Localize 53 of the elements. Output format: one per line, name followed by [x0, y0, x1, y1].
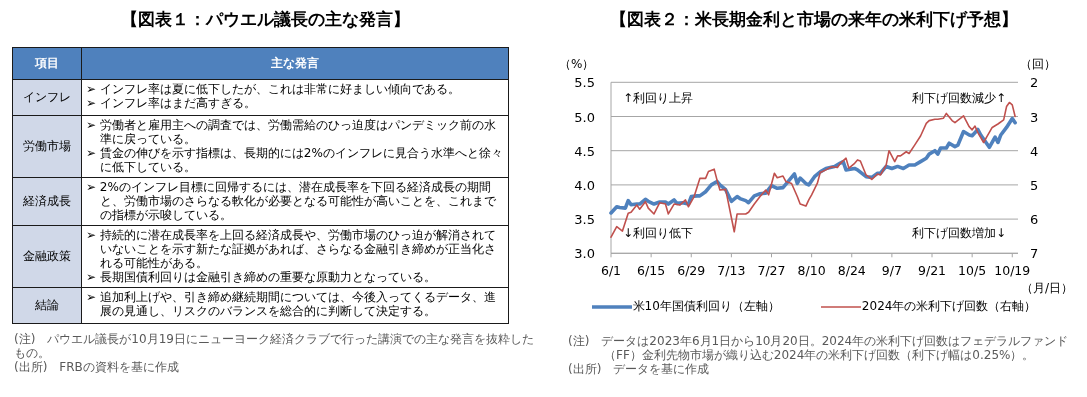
text: ➢ 追加利上げや、引き締め継続期間については、今後入ってくるデータ、進展の見通し、リスクのバランスを総合的に判断して決定する。: [86, 290, 497, 318]
legend-label: 2024年の米利下げ回数（右軸）: [861, 298, 1037, 315]
x-tick-label: 6/29: [677, 263, 706, 279]
text: 項目: [13, 48, 82, 79]
y-tick-label: 3.5: [574, 212, 595, 228]
annotation: 利下げ回数減少↑: [911, 90, 1006, 108]
text: 経済成長: [13, 178, 82, 225]
y2-tick-label: 2: [1030, 75, 1039, 91]
x-tick-label: 7/13: [717, 263, 746, 279]
text: (出所) FRBの資料を基に作成: [14, 360, 180, 374]
text: (注) データは2023年6月1日から10月20日。2024年の米利下げ回数はフェデラルファンド（FF）金利先物市場が織り込む2024年の米利下げ回数（利下げ幅は0.25%）。: [568, 334, 1070, 362]
y2-axis-title: （回）: [1020, 56, 1056, 73]
y-tick-label: 3.0: [574, 246, 595, 262]
text: インフレ: [13, 80, 82, 115]
x-tick-label: 9/21: [917, 263, 947, 279]
text: ➢ インフレ率はまだ高すぎる。: [86, 96, 257, 110]
y2-tick-label: 3: [1030, 109, 1039, 125]
y-tick-label: 4.0: [574, 177, 595, 193]
text: ➢ 労働者と雇用主への調査では、労働需給のひっ迫度はパンデミック前の水準に戻っている。: [86, 118, 497, 146]
text: 主な発言: [270, 55, 320, 72]
y-tick-label: 4.5: [574, 143, 595, 159]
x-tick-label: 10/19: [994, 263, 1031, 279]
x-tick-label: 9/7: [881, 263, 902, 279]
y-axis-title: （%）: [559, 56, 595, 73]
y2-tick-label: 5: [1030, 177, 1039, 193]
annotation: 利下げ回数増加↓: [911, 225, 1006, 243]
y-tick-label: 5.5: [574, 75, 595, 91]
x-tick-label: 8/24: [837, 263, 866, 279]
text: 金融政策: [13, 226, 82, 287]
text: ➢ 2%のインフレ目標に回帰するには、潜在成長率を下回る経済成長の期間と、労働市場のさらなる軟化が必要となる可能性が高いことを、これまでの指標が示唆している。: [86, 180, 497, 222]
x-tick-label: 7/27: [757, 263, 786, 279]
text: ➢ 賃金の伸びを示す指標は、長期的には2%のインフレに見合う水準へと徐々に低下している。: [86, 146, 504, 174]
text: ➢ 持続的に潜在成長率を上回る経済成長や、労働市場のひっ迫が解消されていないことを示す新たな証拠があれば、さらなる金融引き締めが正当化される可能性がある。: [86, 228, 497, 270]
y2-tick-label: 6: [1030, 212, 1039, 228]
text: 【図表１：パウエル議長の主な発言】: [119, 8, 411, 31]
x-tick-label: 10/5: [958, 263, 987, 279]
x-tick-label: 6/1: [600, 263, 622, 279]
annotation: ↓利回り低下: [623, 225, 694, 243]
text: 結論: [13, 288, 82, 323]
text: ➢ インフレ率は夏に低下したが、これは非常に好ましい傾向である。: [86, 82, 461, 96]
text: (注) パウエル議長が10月19日にニューヨーク経済クラブで行った講演での主な発言を抜粋したもの。: [14, 332, 535, 360]
text: 労働市場: [13, 116, 82, 177]
text: ➢ 長期国債利回りは金融引き締めの重要な原動力となっている。: [86, 270, 437, 284]
text: (出所) データを基に作成: [568, 362, 711, 376]
chart-title: 【図表２：米長期金利と市場の来年の米利下げ予想】: [608, 8, 1019, 31]
y2-tick-label: 7: [1030, 246, 1039, 262]
x-tick-label: 6/15: [637, 263, 666, 279]
x-axis-title: （月/日）: [1020, 280, 1073, 297]
legend-label: 米10年国債利回り（左軸）: [632, 298, 780, 315]
annotation: ↑利回り上昇: [623, 90, 694, 108]
y-tick-label: 5.0: [574, 109, 595, 125]
x-tick-label: 8/10: [797, 263, 826, 279]
y2-tick-label: 4: [1030, 143, 1039, 159]
